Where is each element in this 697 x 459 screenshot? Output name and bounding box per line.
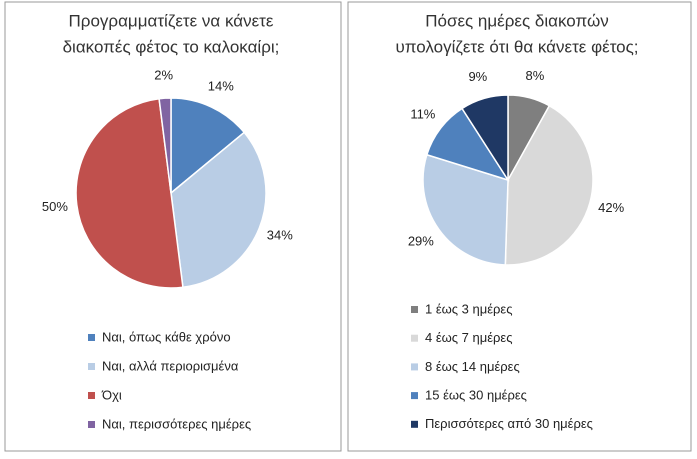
legend-swatch — [88, 421, 95, 428]
legend-swatch — [411, 363, 418, 371]
chart-title: υπολογίζετε ότι θα κάνετε φέτος; — [395, 37, 638, 56]
chart-title: διακοπές φέτος το καλοκαίρι; — [63, 37, 280, 56]
legend-label: 1 έως 3 ημέρες — [425, 301, 512, 316]
chart-title: Πόσες ημέρες διακοπών — [425, 11, 609, 30]
legend-label: 15 έως 30 ημέρες — [425, 388, 527, 403]
data-label: 8% — [525, 68, 544, 83]
legend-swatch — [411, 420, 418, 428]
pie-slice — [504, 104, 594, 266]
legend-label: Ναι, όπως κάθε χρόνο — [102, 329, 231, 344]
legend-label: Ναι, αλλά περιορισμένα — [102, 358, 239, 373]
legend-label: Ναι, περισσότερες ημέρες — [102, 416, 251, 431]
data-label: 11% — [410, 107, 435, 122]
data-label: 34% — [267, 228, 293, 243]
pie-slice — [461, 94, 509, 183]
legend-swatch — [411, 392, 418, 400]
pie-slice — [170, 97, 246, 195]
legend-swatch — [88, 363, 95, 370]
legend-swatch — [88, 392, 95, 399]
data-label: 42% — [598, 200, 624, 215]
data-label: 9% — [468, 69, 487, 84]
pie-slice — [170, 131, 267, 289]
data-label: 50% — [42, 199, 68, 214]
panel-border — [347, 1, 692, 452]
legend-label: 4 έως 7 ημέρες — [425, 330, 512, 345]
legend-label: 8 έως 14 ημέρες — [425, 359, 520, 374]
data-label: 29% — [408, 234, 434, 249]
panel-border — [4, 1, 342, 452]
pie-slice — [158, 97, 172, 194]
chart-title: Προγραμματίζετε να κάνετε — [69, 11, 274, 30]
legend-label: Περισσότερες από 30 ημέρες — [425, 416, 593, 431]
data-label: 2% — [154, 68, 173, 83]
legend-swatch — [411, 334, 418, 342]
legend-swatch — [411, 306, 418, 313]
legend-label: Όχι — [101, 387, 122, 402]
legend-swatch — [88, 334, 95, 341]
pie-slice — [422, 153, 509, 266]
data-label: 14% — [208, 79, 234, 94]
pie-slice — [75, 97, 184, 289]
